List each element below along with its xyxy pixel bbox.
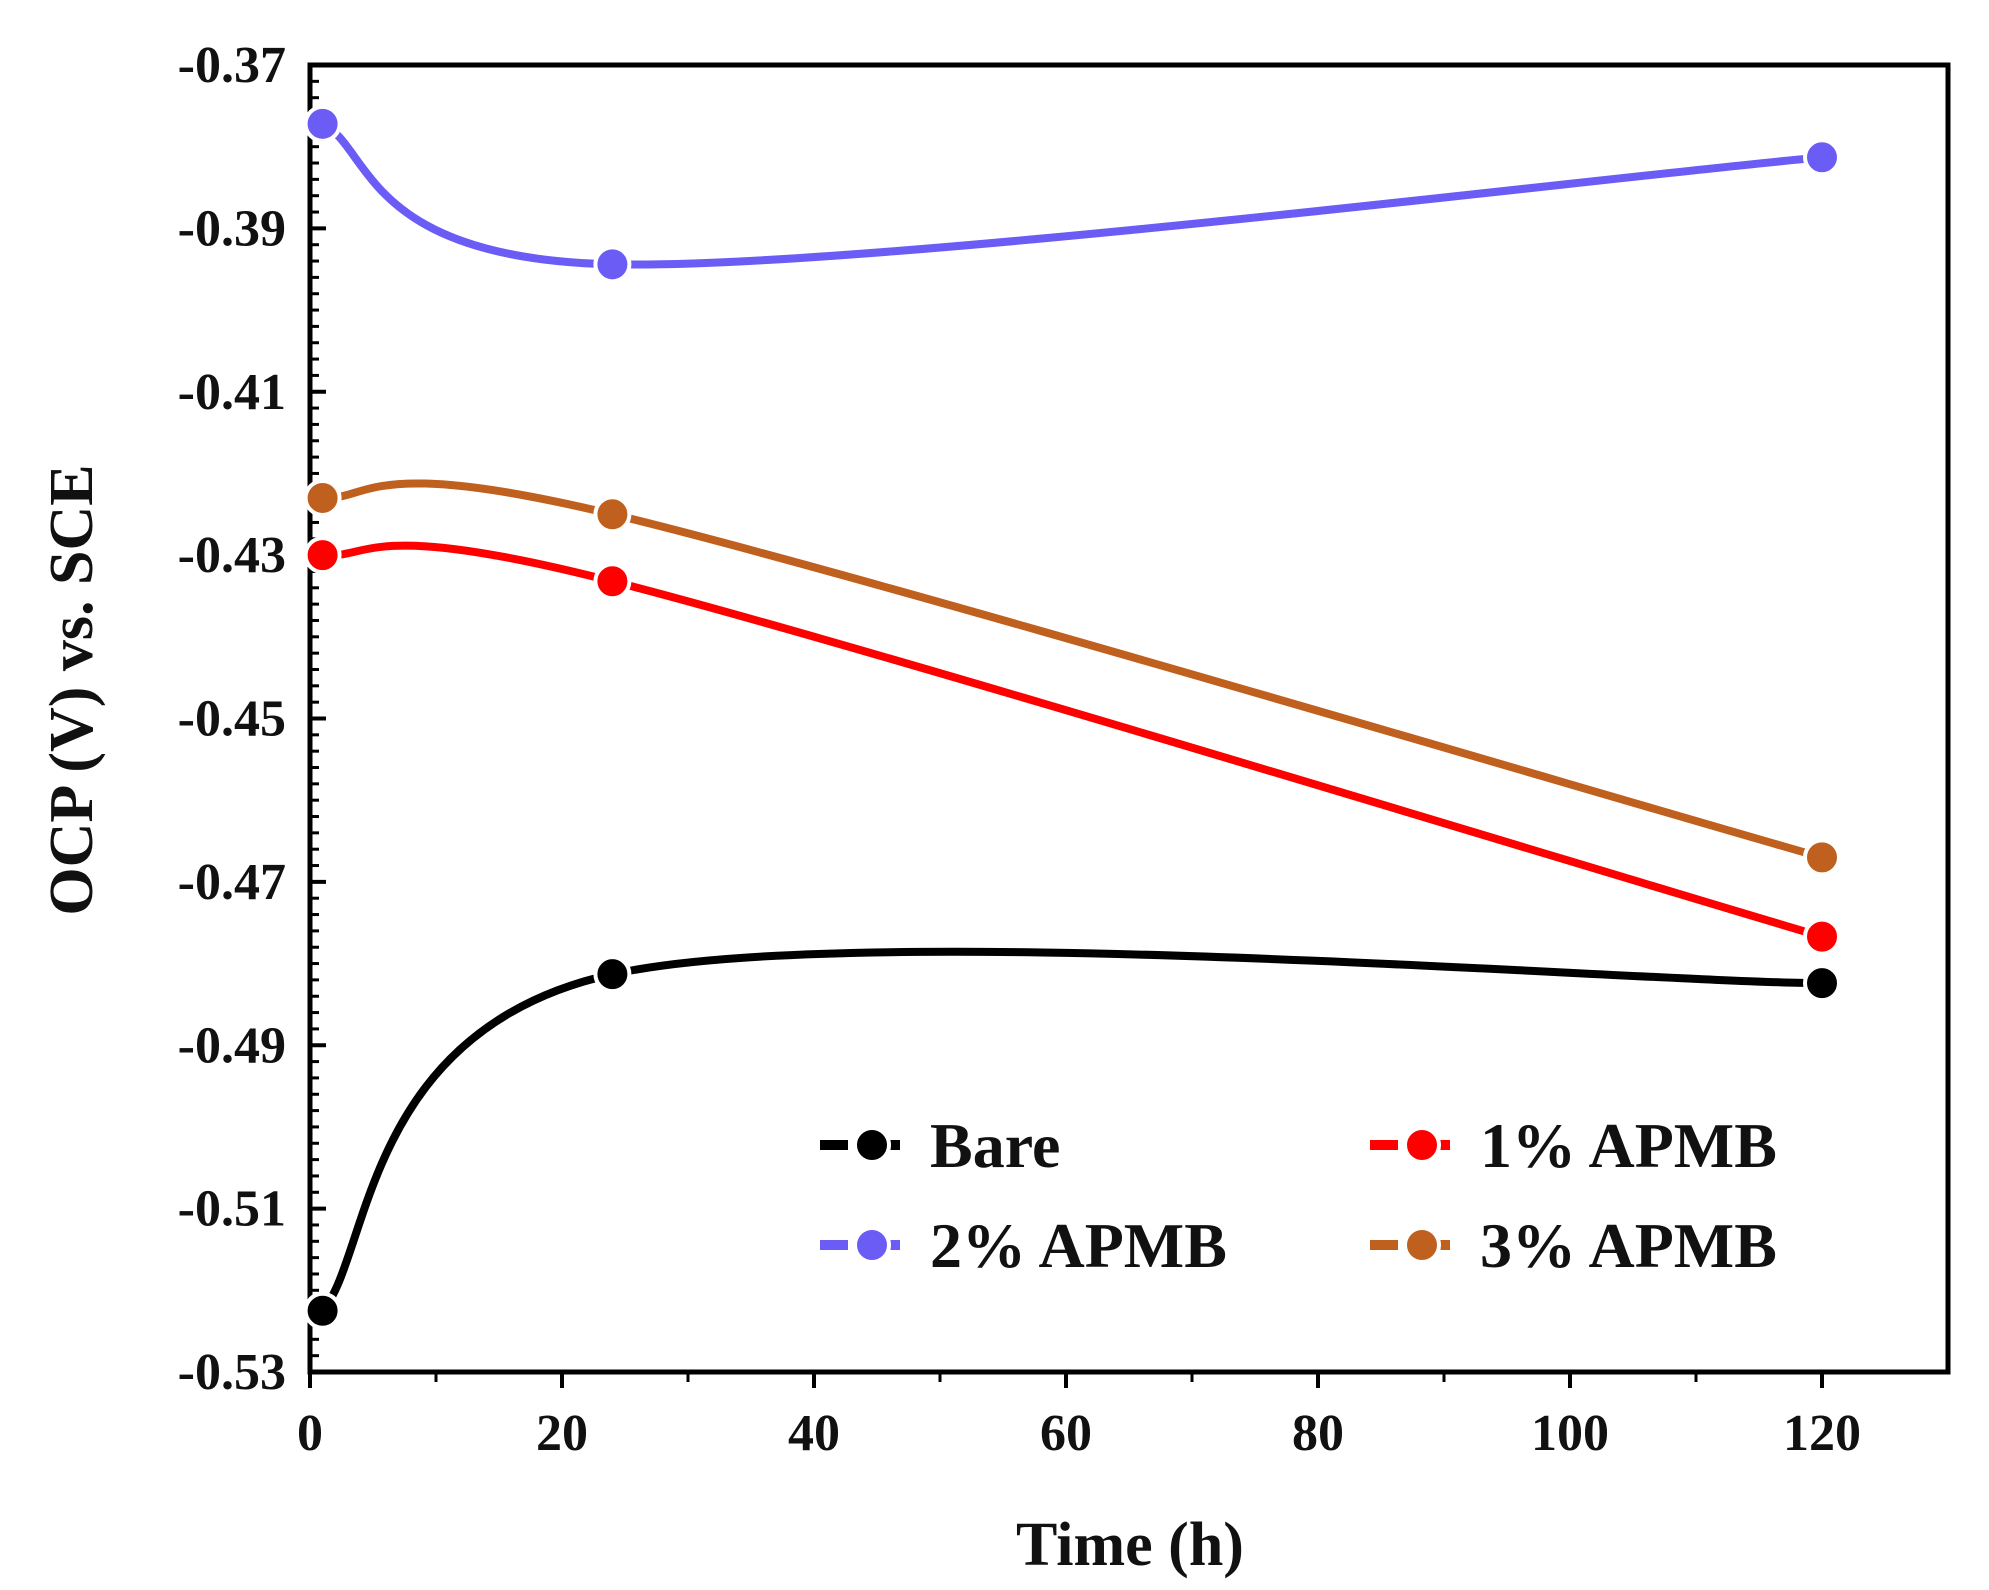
x-tick-label: 80 <box>1292 1405 1344 1462</box>
legend-entry-1-apmb: 1% APMB <box>1370 1110 1777 1181</box>
legend-swatch-marker <box>853 1126 891 1164</box>
x-tick-label: 100 <box>1531 1405 1609 1462</box>
legend-label: 2% APMB <box>930 1210 1227 1281</box>
x-tick-label: 0 <box>297 1405 323 1462</box>
series-3-apmb <box>303 478 1841 877</box>
y-tick-label: -0.51 <box>178 1181 286 1238</box>
data-point-3-apmb <box>1803 838 1841 877</box>
series-line-bare <box>318 947 1826 1315</box>
data-point-2-apmb <box>303 104 342 143</box>
y-tick-label: -0.43 <box>178 527 286 584</box>
y-tick-label: -0.53 <box>178 1344 286 1401</box>
legend-label: Bare <box>930 1110 1060 1181</box>
series-line-2-apmb <box>318 119 1826 269</box>
legend: Bare 1% APMB 2% APMB 3% APMB <box>820 1110 1777 1281</box>
y-axis-title: OCP (V) vs. SCE <box>38 464 106 915</box>
axes: -0.37 -0.39 -0.41 -0.43 -0.45 -0.47 -0.49 -0.51… <box>178 37 1951 1462</box>
data-point-1-apmb <box>1803 917 1841 956</box>
legend-entry-2-apmb: 2% APMB <box>820 1210 1227 1281</box>
legend-label: 3% APMB <box>1480 1210 1777 1281</box>
data-point-1-apmb <box>303 536 342 575</box>
x-tick-label: 60 <box>1040 1405 1092 1462</box>
series-bare <box>303 947 1841 1330</box>
legend-swatch-marker <box>1403 1226 1441 1264</box>
x-axis-title: Time (h) <box>1016 1511 1244 1579</box>
series-layer <box>303 104 1841 1330</box>
data-point-3-apmb <box>303 478 342 517</box>
x-tick-label: 20 <box>536 1405 588 1462</box>
series-2-apmb <box>303 104 1841 284</box>
series-1-apmb <box>303 536 1841 956</box>
y-tick-label: -0.45 <box>178 691 286 748</box>
data-point-2-apmb <box>593 245 632 284</box>
data-point-bare <box>1803 964 1841 1003</box>
legend-label: 1% APMB <box>1480 1110 1777 1181</box>
data-point-2-apmb <box>1803 138 1841 177</box>
legend-swatch-marker <box>1403 1126 1441 1164</box>
axis-titles: Time (h) OCP (V) vs. SCE <box>38 464 1244 1579</box>
y-tick-label: -0.41 <box>178 364 286 421</box>
y-tick-label: -0.37 <box>178 37 286 94</box>
data-point-1-apmb <box>593 562 632 601</box>
y-tick-label: -0.49 <box>178 1017 286 1074</box>
data-point-bare <box>593 955 632 994</box>
legend-swatch-marker <box>853 1226 891 1264</box>
data-point-bare <box>303 1291 342 1330</box>
y-tick-label: -0.47 <box>178 854 286 911</box>
series-line-1-apmb <box>318 541 1826 941</box>
y-tick-label: -0.39 <box>178 200 286 257</box>
x-tick-label: 40 <box>788 1405 840 1462</box>
data-point-3-apmb <box>593 495 632 534</box>
legend-entry-3-apmb: 3% APMB <box>1370 1210 1777 1281</box>
x-tick-label: 120 <box>1783 1405 1861 1462</box>
series-line-3-apmb <box>318 479 1826 862</box>
legend-entry-bare: Bare <box>820 1110 1060 1181</box>
